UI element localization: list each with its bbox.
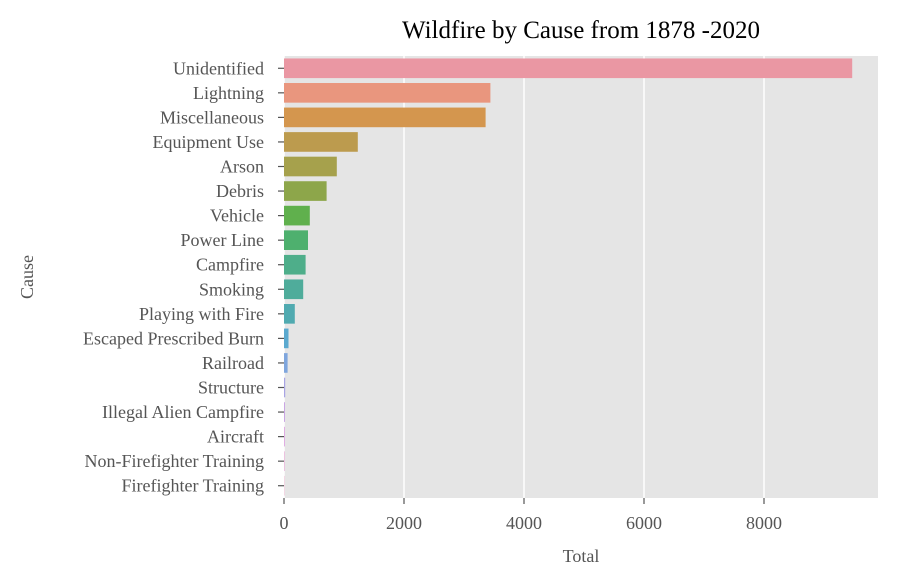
- y-tick-label: Non-Firefighter Training: [85, 451, 265, 471]
- bar: [284, 353, 288, 373]
- x-tick-label: 0: [280, 513, 289, 533]
- chart-title: Wildfire by Cause from 1878 -2020: [402, 17, 760, 44]
- bar: [284, 230, 308, 250]
- y-tick-label: Lightning: [193, 83, 264, 103]
- bar: [284, 304, 295, 324]
- y-tick-label: Railroad: [202, 353, 264, 373]
- y-tick-label: Equipment Use: [153, 132, 264, 152]
- y-tick-label: Firefighter Training: [122, 476, 265, 496]
- x-tick-label: 8000: [746, 513, 782, 533]
- y-tick-label: Arson: [220, 157, 264, 177]
- bar: [284, 328, 289, 349]
- y-tick-label: Illegal Alien Campfire: [102, 402, 264, 422]
- bars: [284, 58, 853, 496]
- y-tick-label: Power Line: [181, 230, 264, 250]
- bar: [284, 205, 310, 226]
- bar: [284, 156, 337, 177]
- bar: [284, 279, 304, 300]
- y-axis-ticks: Unidentified Lightning Miscellaneous Equipm…: [83, 58, 284, 496]
- y-tick-label: Debris: [216, 181, 264, 201]
- y-tick-label: Vehicle: [210, 206, 264, 226]
- y-tick-label: Miscellaneous: [160, 107, 264, 127]
- y-tick-label: Aircraft: [207, 427, 264, 447]
- bar: [284, 426, 285, 447]
- x-axis-ticks: 0 2000 4000 6000 8000: [280, 498, 782, 533]
- x-axis-title: Total: [563, 546, 600, 566]
- bar: [284, 107, 486, 128]
- x-tick-label: 4000: [506, 513, 542, 533]
- bar: [284, 58, 853, 79]
- y-tick-label: Unidentified: [173, 58, 264, 78]
- y-tick-label: Campfire: [196, 255, 264, 275]
- bar: [284, 254, 306, 275]
- y-tick-label: Escaped Prescribed Burn: [83, 328, 264, 348]
- y-tick-label: Smoking: [199, 279, 264, 299]
- y-tick-label: Structure: [198, 378, 264, 398]
- x-tick-label: 2000: [386, 513, 422, 533]
- bar: [284, 377, 286, 398]
- bar: [284, 83, 491, 103]
- bar: [284, 181, 327, 201]
- bar: [284, 132, 358, 152]
- x-tick-label: 6000: [626, 513, 662, 533]
- bar: [284, 402, 285, 422]
- plot-area: [284, 56, 878, 498]
- y-tick-label: Playing with Fire: [139, 304, 264, 324]
- y-axis-title: Cause: [17, 255, 37, 299]
- gridlines: [283, 56, 765, 498]
